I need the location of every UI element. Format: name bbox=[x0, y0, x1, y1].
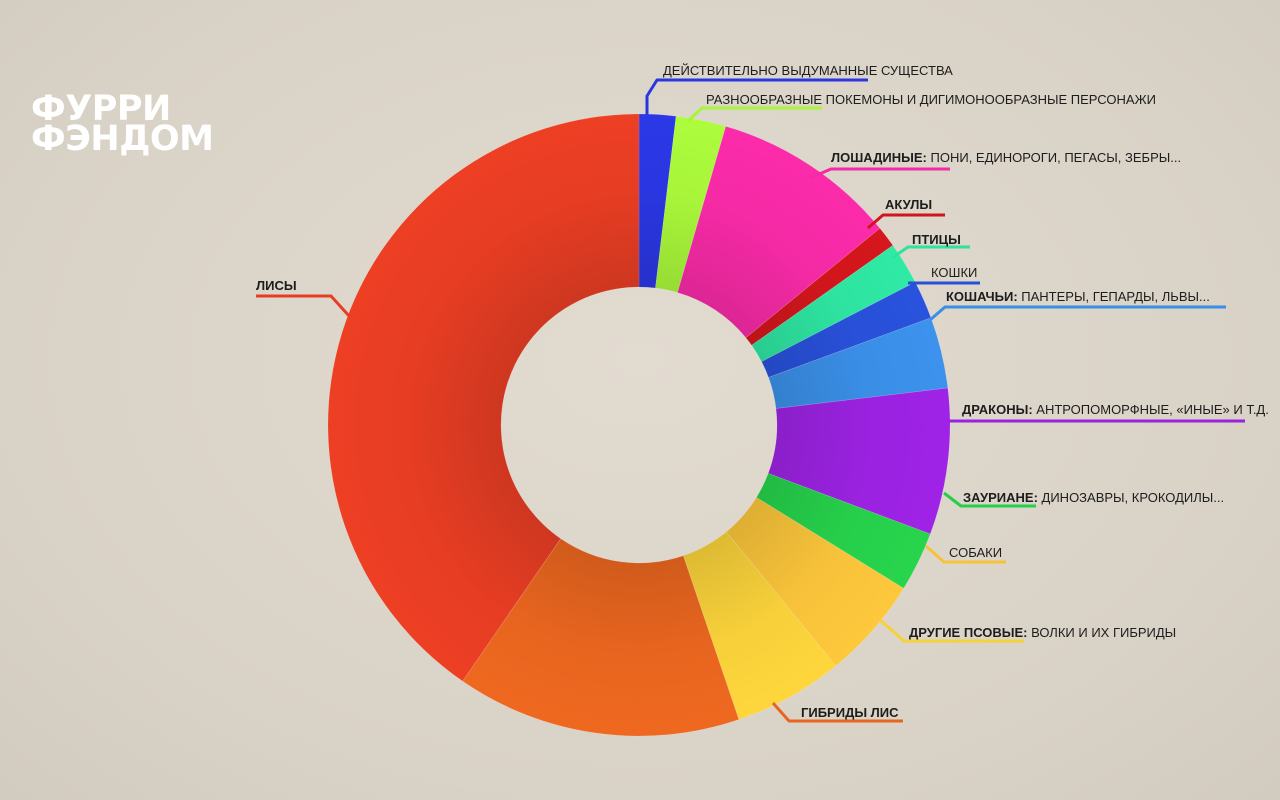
label-bold-sharks: АКУЛЫ bbox=[885, 197, 932, 212]
leader-line-fictional bbox=[645, 78, 868, 115]
label-bold-birds: ПТИЦЫ bbox=[912, 232, 961, 247]
label-pokemon: РАЗНООБРАЗНЫЕ ПОКЕМОНЫ И ДИГИМОНООБРАЗНЫ… bbox=[706, 92, 1156, 107]
label-text-cats: КОШКИ bbox=[931, 265, 977, 280]
slice-foxes bbox=[327, 113, 640, 682]
label-text-saurians: ДИНОЗАВРЫ, КРОКОДИЛЫ... bbox=[1038, 490, 1224, 505]
leader-line-foxes bbox=[256, 294, 352, 319]
label-text-equines: ПОНИ, ЕДИНОРОГИ, ПЕГАСЫ, ЗЕБРЫ... bbox=[927, 150, 1181, 165]
label-fox_hybrids: ГИБРИДЫ ЛИС bbox=[801, 705, 899, 720]
slice-equines bbox=[677, 125, 881, 339]
title-line-1: ФУРРИ bbox=[31, 89, 171, 129]
label-text-dragons: АНТРОПОМОРФНЫЕ, «ИНЫЕ» И Т.Д. bbox=[1033, 402, 1269, 417]
label-bold-fox_hybrids: ГИБРИДЫ ЛИС bbox=[801, 705, 899, 720]
slice-fox_hybrids bbox=[462, 538, 740, 737]
label-bold-equines: ЛОШАДИНЫЕ: bbox=[831, 150, 927, 165]
label-bold-foxes: ЛИСЫ bbox=[256, 278, 297, 293]
leader-line-felines bbox=[929, 305, 1226, 322]
label-foxes: ЛИСЫ bbox=[256, 278, 297, 293]
leader-line-dogs bbox=[925, 544, 1006, 564]
label-text-felines: ПАНТЕРЫ, ГЕПАРДЫ, ЛЬВЫ... bbox=[1018, 289, 1210, 304]
label-bold-felines: КОШАЧЬИ: bbox=[946, 289, 1018, 304]
label-bold-canines: ДРУГИЕ ПСОВЫЕ: bbox=[909, 625, 1027, 640]
label-text-canines: ВОЛКИ И ИХ ГИБРИДЫ bbox=[1027, 625, 1176, 640]
slice-dogs bbox=[725, 497, 905, 667]
label-fictional: ДЕЙСТВИТЕЛЬНО ВЫДУМАННЫЕ СУЩЕСТВА bbox=[663, 63, 953, 78]
slice-dragons bbox=[767, 387, 951, 535]
leader-line-birds bbox=[891, 245, 970, 260]
label-birds: ПТИЦЫ bbox=[912, 232, 961, 247]
label-canines: ДРУГИЕ ПСОВЫЕ: ВОЛКИ И ИХ ГИБРИДЫ bbox=[909, 625, 1176, 640]
leader-line-pokemon bbox=[686, 106, 822, 123]
leader-line-sharks bbox=[867, 213, 945, 230]
label-bold-saurians: ЗАУРИАНЕ: bbox=[963, 490, 1038, 505]
label-text-pokemon: РАЗНООБРАЗНЫЕ ПОКЕМОНЫ И ДИГИМОНООБРАЗНЫ… bbox=[706, 92, 1156, 107]
leader-line-equines bbox=[809, 167, 950, 180]
label-dogs: СОБАКИ bbox=[949, 545, 1002, 560]
label-text-fictional: ДЕЙСТВИТЕЛЬНО ВЫДУМАННЫЕ СУЩЕСТВА bbox=[663, 63, 953, 78]
label-saurians: ЗАУРИАНЕ: ДИНОЗАВРЫ, КРОКОДИЛЫ... bbox=[963, 490, 1224, 505]
labels-group: ДЕЙСТВИТЕЛЬНО ВЫДУМАННЫЕ СУЩЕСТВА РАЗНООБ… bbox=[256, 63, 1269, 723]
leader-line-fox_hybrids bbox=[771, 702, 903, 723]
label-cats: КОШКИ bbox=[931, 265, 977, 280]
label-dragons: ДРАКОНЫ: АНТРОПОМОРФНЫЕ, «ИНЫЕ» И Т.Д. bbox=[962, 402, 1269, 417]
label-sharks: АКУЛЫ bbox=[885, 197, 932, 212]
leader-line-canines bbox=[879, 618, 1024, 643]
label-text-dogs: СОБАКИ bbox=[949, 545, 1002, 560]
label-felines: КОШАЧЬИ: ПАНТЕРЫ, ГЕПАРДЫ, ЛЬВЫ... bbox=[946, 289, 1210, 304]
slices-group bbox=[327, 113, 951, 737]
leader-line-saurians bbox=[943, 491, 1036, 508]
label-bold-dragons: ДРАКОНЫ: bbox=[962, 402, 1033, 417]
label-equines: ЛОШАДИНЫЕ: ПОНИ, ЕДИНОРОГИ, ПЕГАСЫ, ЗЕБР… bbox=[831, 150, 1181, 165]
title-line-2: ФЭНДОМ bbox=[31, 119, 214, 159]
